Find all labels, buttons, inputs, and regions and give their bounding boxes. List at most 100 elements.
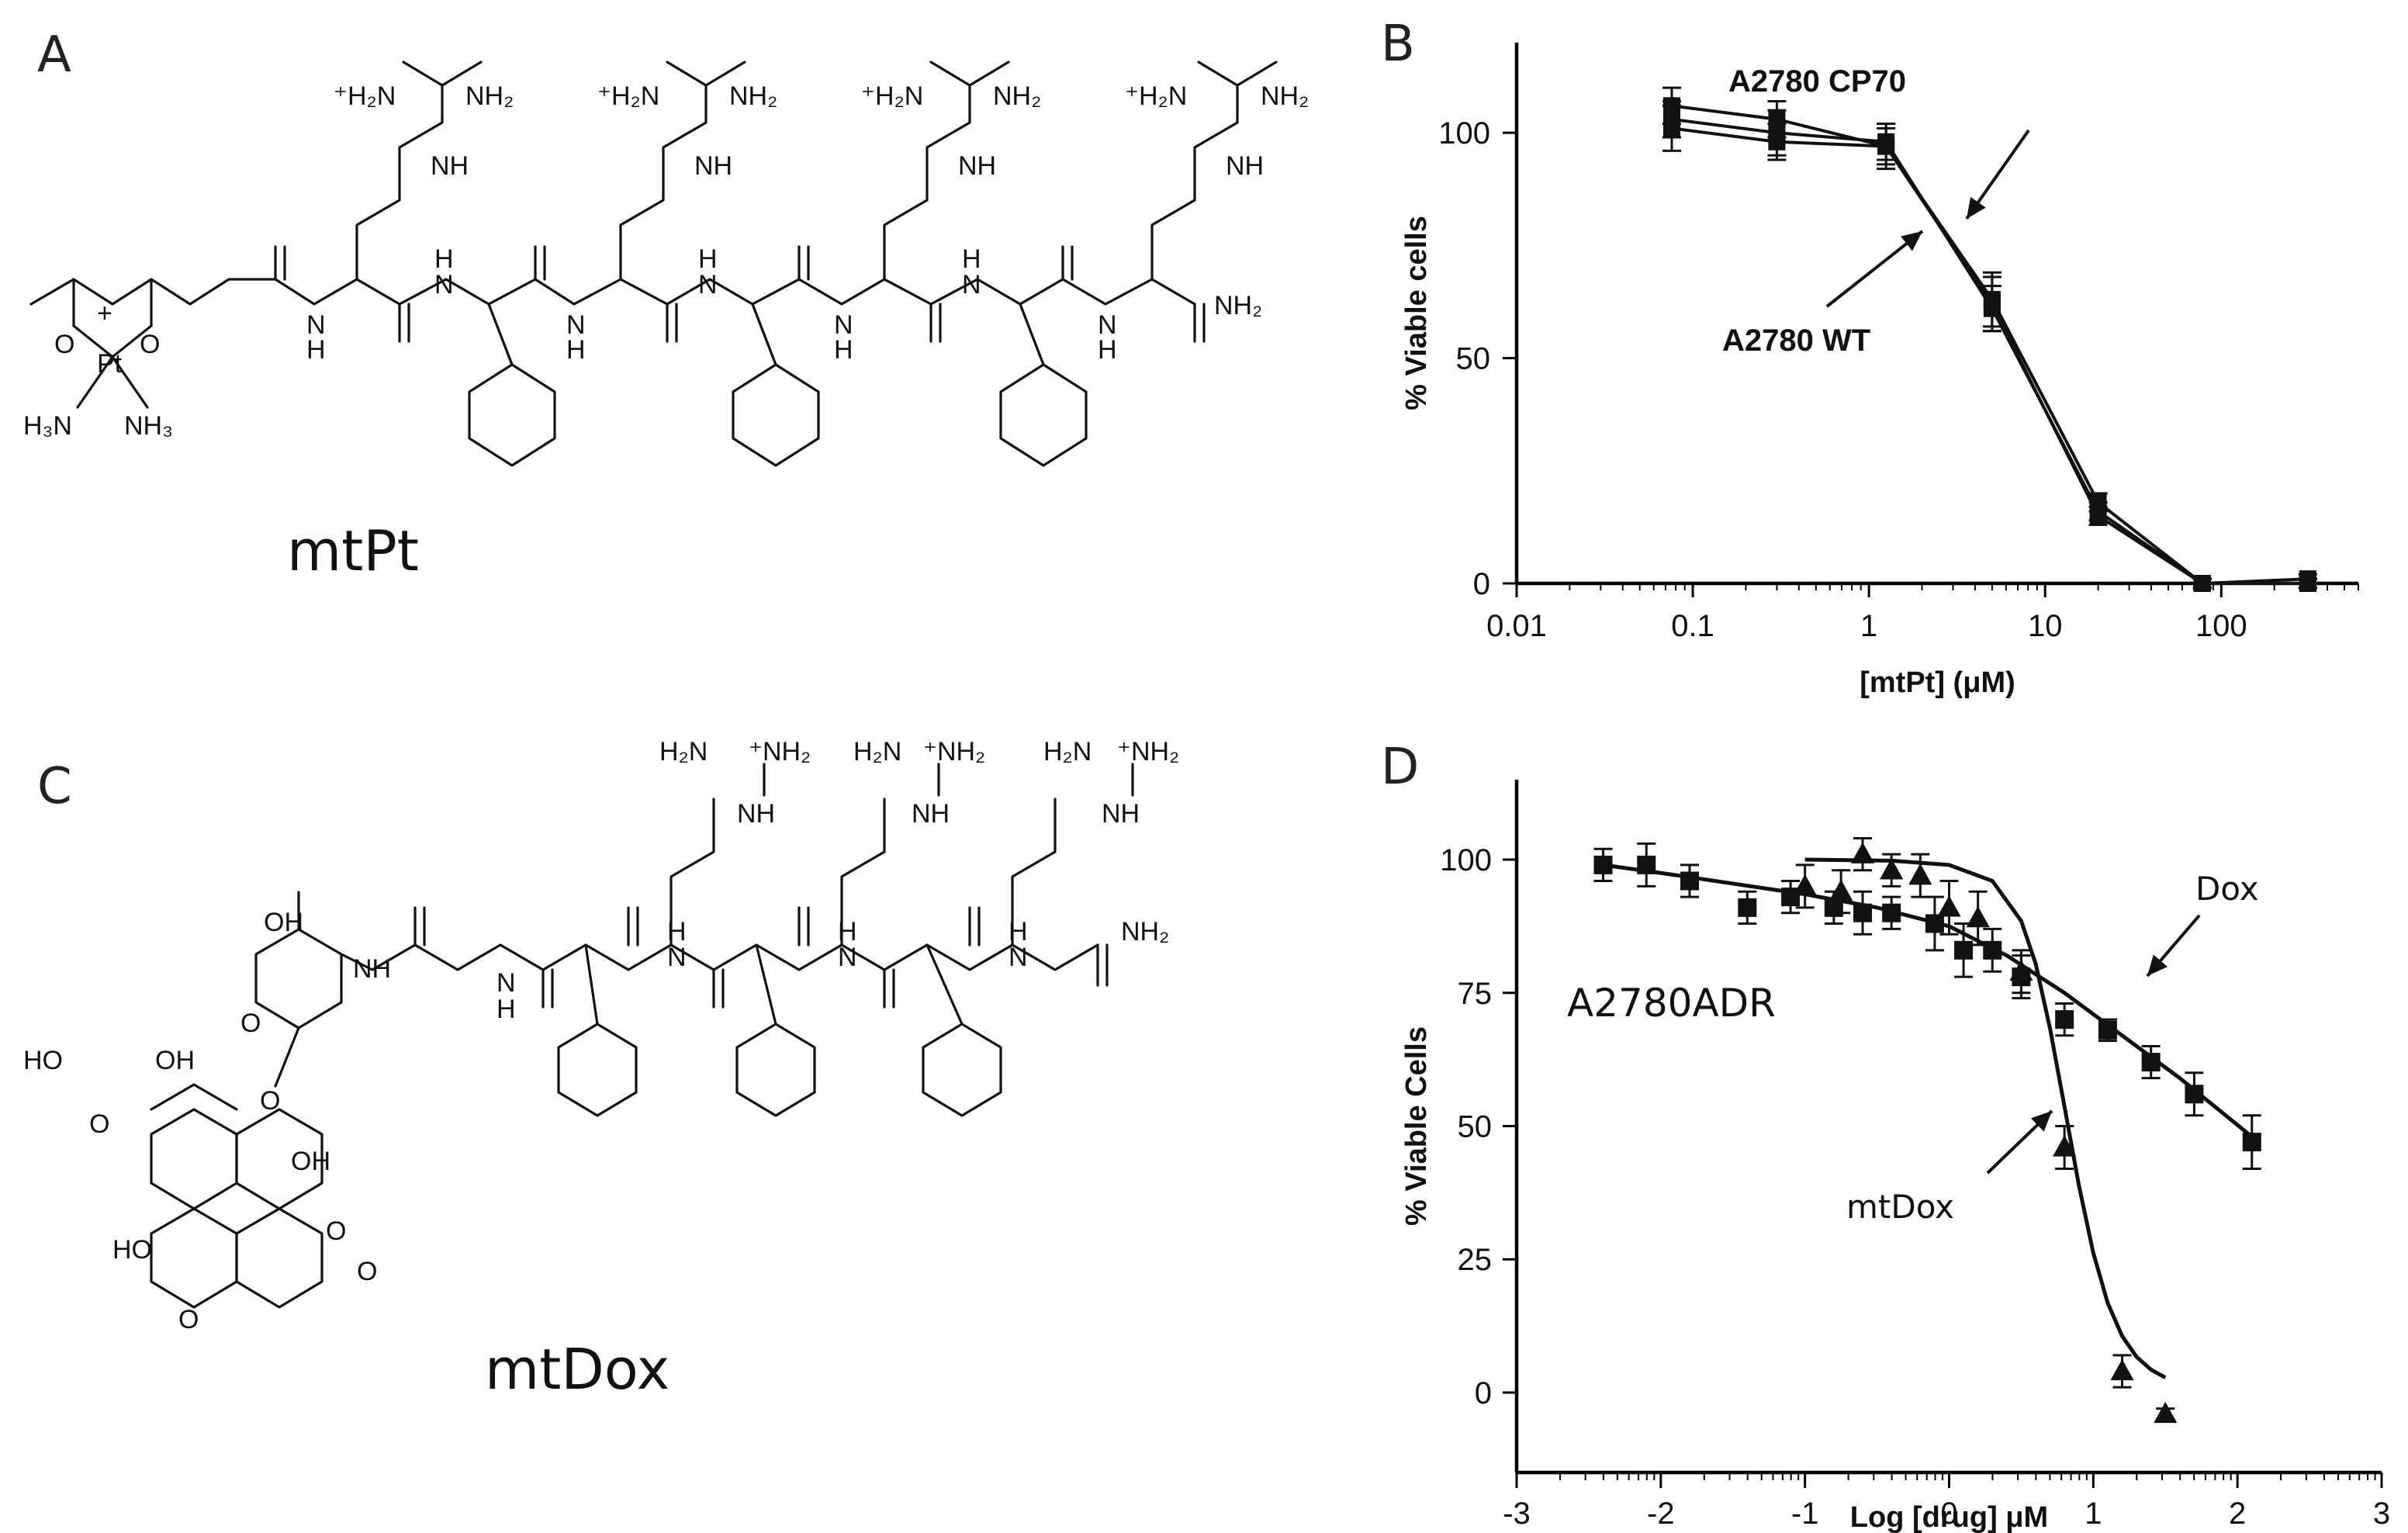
svg-text:HO: HO <box>112 1235 152 1265</box>
svg-text:H: H <box>667 917 687 946</box>
data-point <box>2089 507 2107 524</box>
y-tick-label: 100 <box>1438 116 1490 151</box>
data-point <box>1680 871 1699 891</box>
svg-text:⁺H₂N: ⁺H₂N <box>334 81 396 111</box>
svg-text:H: H <box>962 244 981 274</box>
svg-text:H₂N: H₂N <box>853 737 901 766</box>
svg-text:O: O <box>140 330 160 359</box>
panel-c: C <box>23 737 1179 1402</box>
annotation-arrow-dox-head <box>2147 954 2168 976</box>
mtdox-structure: OH NH O O HO OH O OH HO O O O NH HN HN HN… <box>23 737 1179 1334</box>
svg-text:H: H <box>306 335 326 365</box>
x-tick-label: -2 <box>1647 1497 1675 1531</box>
x-tick-label: 1 <box>1860 609 1877 643</box>
chart-d: D -3 -2 -1 0 1 2 3 0 25 50 75 100 Log [drug] μM % Via… <box>1381 739 2390 1533</box>
data-point <box>1593 855 1613 874</box>
x-tick-label: 10 <box>2028 609 2063 643</box>
annotation-a2780-wt: A2780 WT <box>1722 324 1870 358</box>
annotation-a2780-cp70: A2780 CP70 <box>1728 64 1906 99</box>
chart-title-a2780adr: A2780ADR <box>1567 981 1776 1026</box>
svg-text:NH: NH <box>694 151 732 181</box>
chart-b: B 0.01 0.1 1 10 100 0 50 100 [mtPt] (μM) % Viable… <box>1381 16 2359 699</box>
x-tick-label: -3 <box>1503 1497 1531 1531</box>
annotation-arrow-wt <box>1825 230 1924 308</box>
annotation-arrow-cp70-head <box>1967 196 1986 219</box>
data-point <box>2299 575 2316 592</box>
svg-text:+: + <box>97 299 112 328</box>
data-point <box>1880 858 1904 880</box>
x-axis-label: Log [drug] μM <box>1850 1501 2048 1533</box>
data-point <box>1983 295 2001 313</box>
data-point <box>2053 1135 2077 1157</box>
data-point <box>2055 1010 2074 1029</box>
svg-text:NH: NH <box>737 799 775 829</box>
svg-text:NH₂: NH₂ <box>1261 81 1309 111</box>
panel-letter-d: D <box>1381 739 1419 796</box>
annotation-arrow-wt-head <box>1901 231 1922 251</box>
x-tick-label: 1 <box>2085 1497 2102 1531</box>
y-tick-label: 0 <box>1475 1376 1492 1410</box>
svg-text:OH: OH <box>155 1046 195 1075</box>
svg-text:NH: NH <box>958 151 996 181</box>
annotation-dox: Dox <box>2195 870 2259 908</box>
data-point <box>1663 119 1681 137</box>
data-point <box>1966 906 1990 928</box>
y-tick-label: 25 <box>1458 1243 1493 1277</box>
data-point <box>1850 842 1875 863</box>
svg-text:N: N <box>1098 310 1117 340</box>
data-point <box>1908 863 1932 885</box>
x-tick-label: 0.1 <box>1671 609 1714 643</box>
x-tick-label: 0.01 <box>1486 609 1547 643</box>
y-axis-label: % Viable Cells <box>1400 1026 1433 1226</box>
svg-text:NH₂: NH₂ <box>1121 917 1169 946</box>
data-point <box>2110 1358 2134 1381</box>
svg-text:OH: OH <box>264 908 303 937</box>
svg-text:NH₂: NH₂ <box>993 81 1041 111</box>
data-point <box>2242 1133 2261 1152</box>
svg-text:H: H <box>496 995 516 1024</box>
y-tick-label: 75 <box>1458 977 1493 1011</box>
svg-text:NH: NH <box>431 151 469 181</box>
svg-text:NH₂: NH₂ <box>729 81 777 111</box>
svg-text:N: N <box>834 310 853 340</box>
svg-text:⁺H₂N: ⁺H₂N <box>597 81 659 111</box>
svg-text:H: H <box>1098 335 1117 365</box>
svg-text:HO: HO <box>23 1046 63 1075</box>
svg-text:O: O <box>357 1257 377 1286</box>
x-tick-label: 2 <box>2229 1497 2246 1531</box>
svg-text:O: O <box>89 1109 109 1139</box>
svg-text:⁺NH₂: ⁺NH₂ <box>1117 737 1179 766</box>
svg-text:N: N <box>566 310 586 340</box>
svg-text:⁺NH₂: ⁺NH₂ <box>749 737 811 766</box>
y-axis-label: % Viable cells <box>1400 216 1433 410</box>
data-point <box>2141 1053 2161 1072</box>
svg-text:N: N <box>698 270 718 299</box>
annotation-arrow-mtdox-head <box>2030 1111 2052 1132</box>
svg-text:H₂N: H₂N <box>659 737 708 766</box>
y-tick-label: 50 <box>1456 342 1491 376</box>
y-tick-label: 50 <box>1458 1110 1493 1144</box>
data-point <box>2009 959 2033 981</box>
svg-text:NH: NH <box>912 799 950 829</box>
panel-letter-b: B <box>1381 16 1415 73</box>
data-point <box>1793 874 1817 896</box>
data-point <box>2098 1020 2117 1040</box>
compound-name-mtpt: mtPt <box>287 518 419 583</box>
svg-text:NH: NH <box>1226 151 1264 181</box>
svg-text:⁺H₂N: ⁺H₂N <box>1125 81 1187 111</box>
data-point <box>1983 940 2002 960</box>
svg-text:N: N <box>1009 943 1028 972</box>
panel-letter-c: C <box>37 758 72 815</box>
y-tick-label: 100 <box>1440 843 1492 877</box>
data-point <box>1738 898 1757 917</box>
data-point <box>1637 855 1656 874</box>
data-point <box>1954 940 1974 960</box>
data-point <box>2154 1401 2178 1424</box>
x-tick-label: 100 <box>2195 609 2247 643</box>
svg-text:NH₂: NH₂ <box>465 81 514 111</box>
x-tick-label: 3 <box>2373 1497 2390 1531</box>
data-point <box>1768 133 1786 151</box>
svg-text:NH₃: NH₃ <box>124 411 173 441</box>
